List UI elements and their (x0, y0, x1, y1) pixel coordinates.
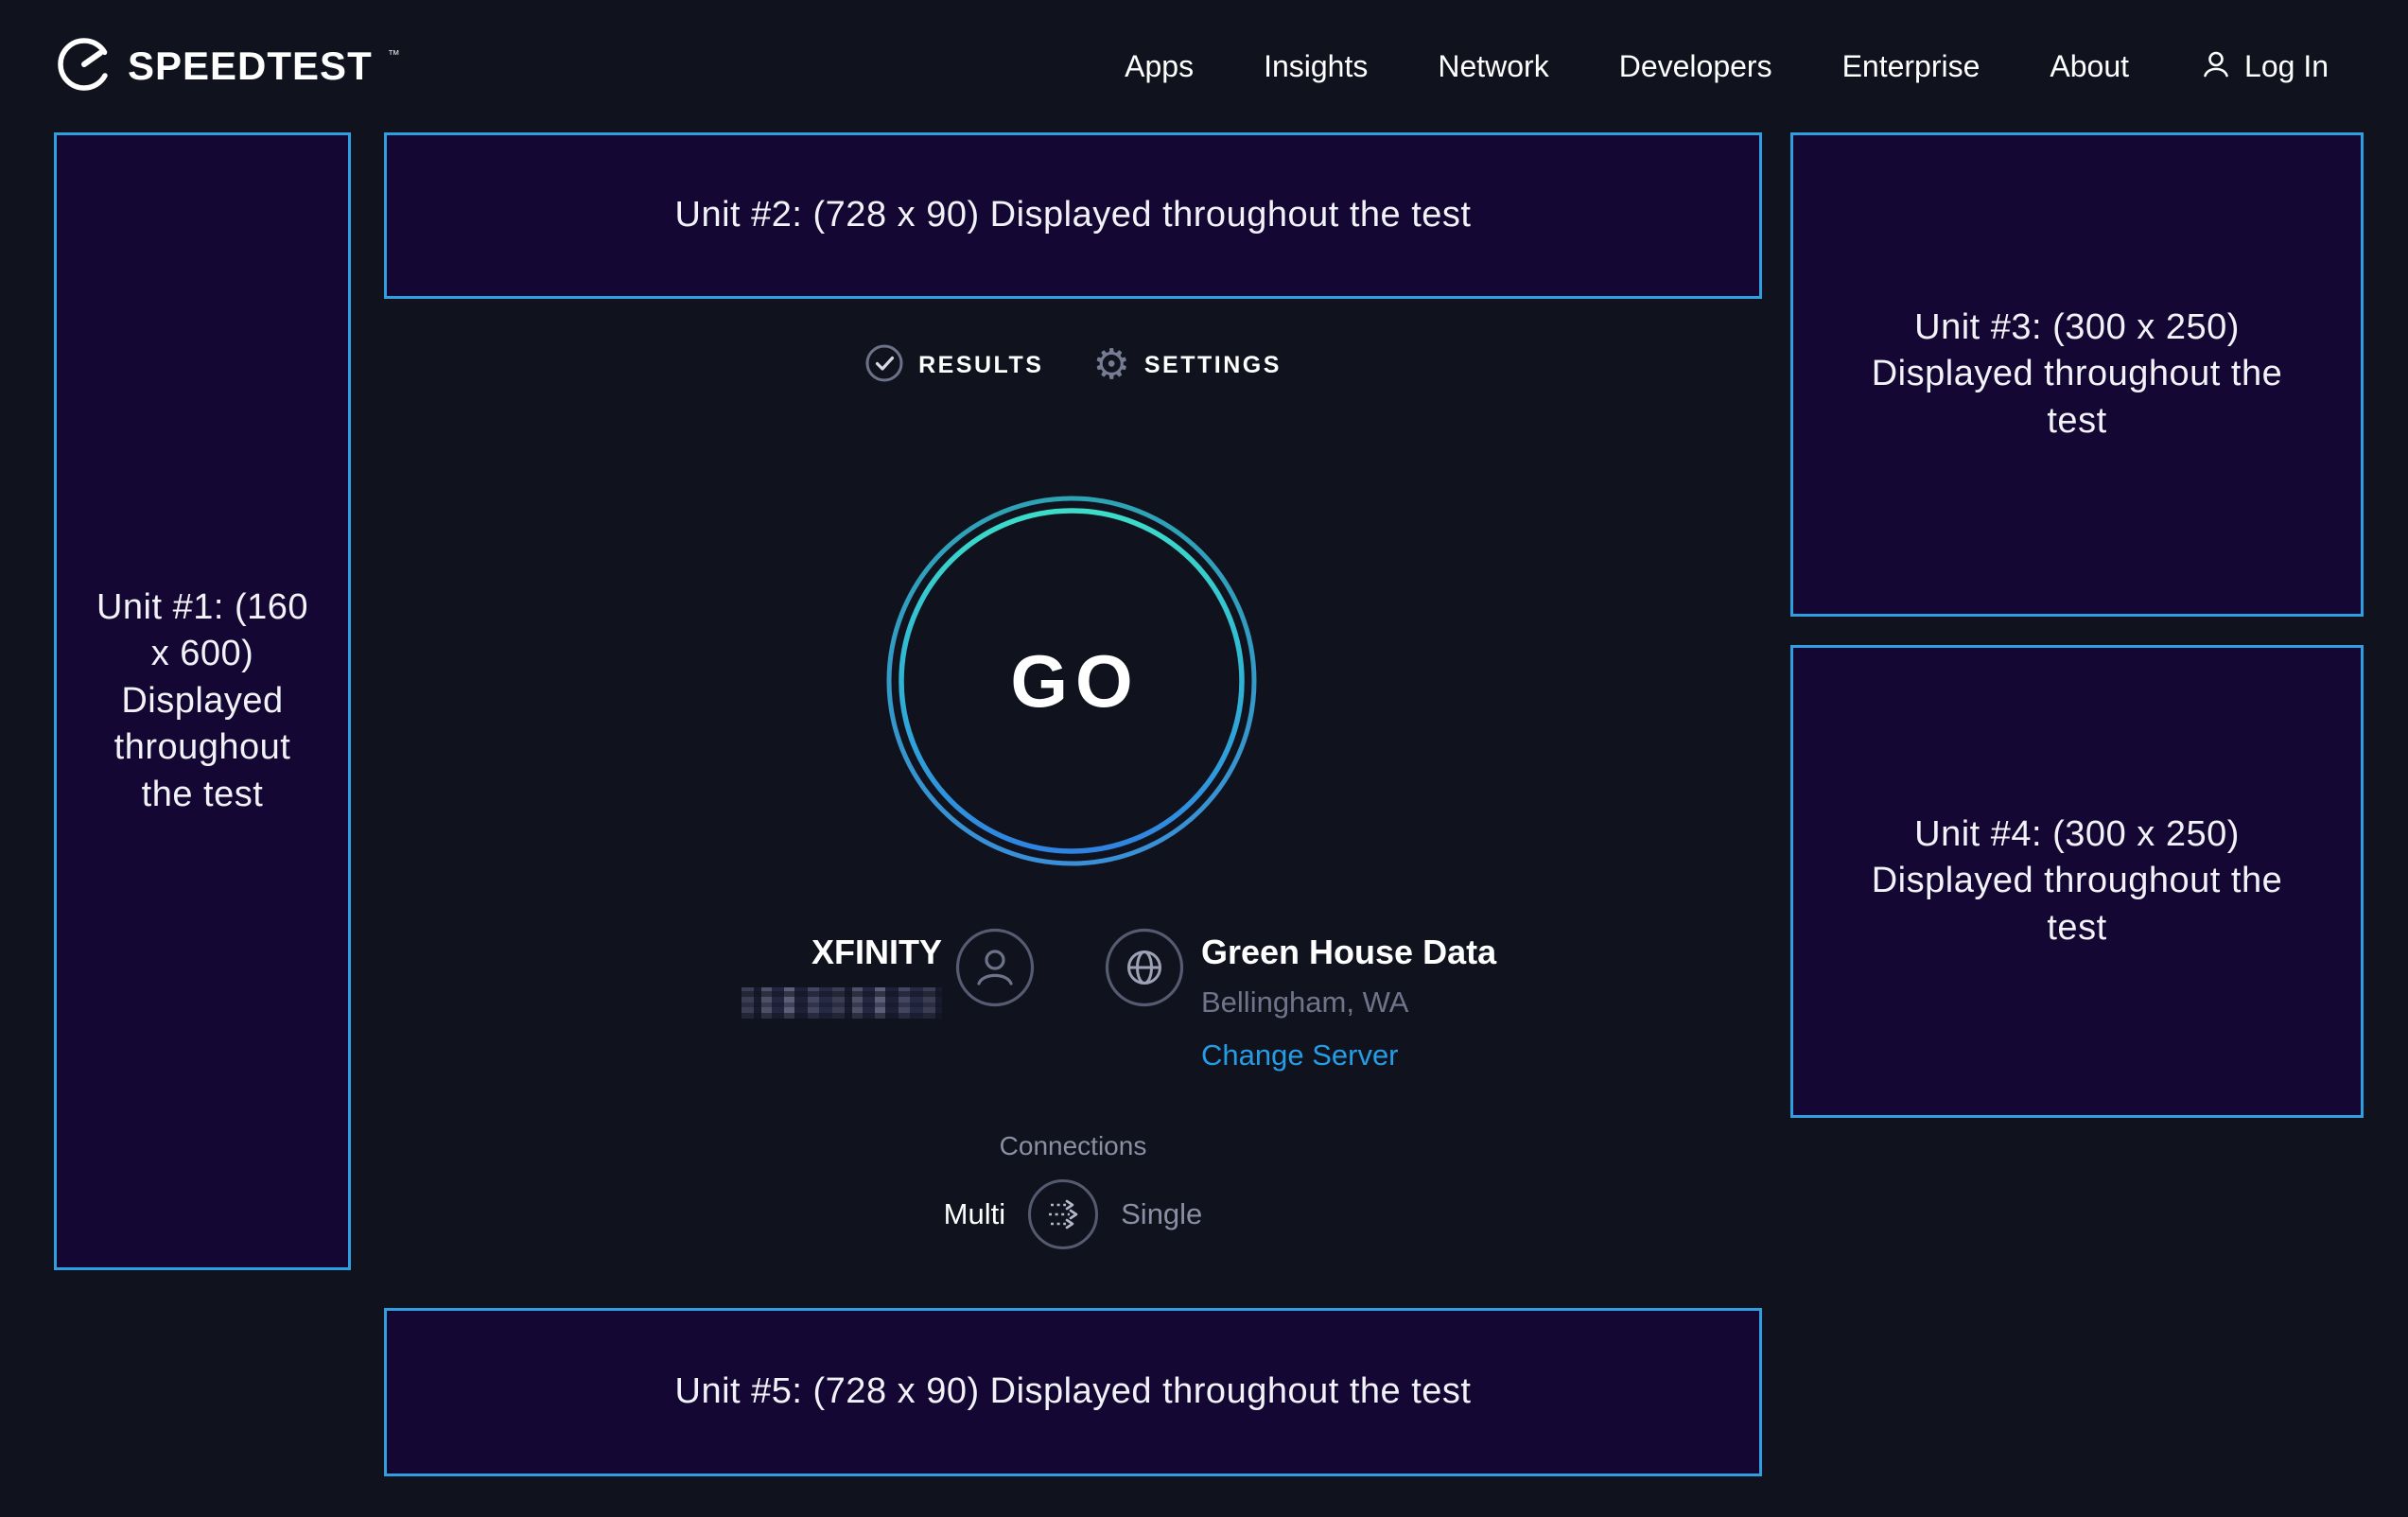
main-nav: Apps Insights Network Developers Enterpr… (1125, 47, 2329, 86)
speedometer-gauge-icon (54, 34, 114, 99)
go-ring-gradient (886, 496, 1257, 866)
ad-unit-5-text: Unit #5: (728 x 90) Displayed throughout… (674, 1371, 1472, 1412)
tab-results-label: RESULTS (918, 351, 1044, 378)
go-button-label: GO (1010, 638, 1141, 723)
ad-unit-4-rectangle: Unit #4: (300 x 250) Displayed throughou… (1790, 645, 2364, 1118)
nav-network[interactable]: Network (1438, 48, 1549, 83)
logo-trademark: ™ (387, 46, 400, 61)
connections-title: Connections (999, 1131, 1147, 1160)
multi-arrows-icon (1049, 1199, 1078, 1229)
tab-results[interactable]: RESULTS (864, 343, 1043, 388)
tabs-bar: RESULTS ⚙ SETTINGS (384, 339, 1762, 392)
nav-insights[interactable]: Insights (1264, 48, 1369, 83)
server-globe-circle-icon (1105, 928, 1184, 1007)
tab-settings[interactable]: ⚙ SETTINGS (1092, 344, 1281, 386)
gear-icon: ⚙ (1092, 341, 1130, 388)
login-button[interactable]: Log In (2199, 47, 2329, 86)
connections-multi-option[interactable]: Multi (943, 1197, 1006, 1230)
server-block: Green House Data Bellingham, WA Change S… (1201, 933, 1496, 1072)
go-button[interactable]: GO (886, 496, 1257, 866)
user-icon (2199, 47, 2233, 86)
tab-settings-label: SETTINGS (1143, 351, 1282, 378)
change-server-link[interactable]: Change Server (1201, 1038, 1399, 1072)
login-label: Log In (2244, 48, 2329, 83)
ad-unit-1-skyscraper: Unit #1: (160 x 600) Displayed throughou… (54, 132, 351, 1270)
isp-block: XFINITY (662, 933, 942, 1019)
connections-single-option[interactable]: Single (1121, 1197, 1203, 1230)
speedtest-logo[interactable]: SPEEDTEST ™ (54, 34, 400, 99)
ad-unit-3-rectangle: Unit #3: (300 x 250) Displayed throughou… (1790, 132, 2364, 617)
ad-unit-2-text: Unit #2: (728 x 90) Displayed throughout… (674, 195, 1472, 235)
ad-unit-2-leaderboard: Unit #2: (728 x 90) Displayed throughout… (384, 132, 1762, 299)
nav-developers[interactable]: Developers (1618, 48, 1772, 83)
logo-wordmark: SPEEDTEST (128, 44, 373, 88)
ad-unit-4-text: Unit #4: (300 x 250) Displayed throughou… (1871, 813, 2283, 948)
isp-name: XFINITY (811, 933, 942, 971)
ad-unit-5-leaderboard: Unit #5: (728 x 90) Displayed throughout… (384, 1308, 1762, 1476)
isp-ip-redacted-pixelated (742, 987, 942, 1019)
nav-about[interactable]: About (2050, 48, 2130, 83)
connections-toggle[interactable] (1028, 1179, 1099, 1249)
server-location: Bellingham, WA (1201, 985, 1409, 1019)
nav-enterprise[interactable]: Enterprise (1841, 48, 1980, 83)
isp-user-circle-icon (955, 928, 1035, 1007)
header: SPEEDTEST ™ Apps Insights Network Develo… (0, 0, 2408, 132)
nav-apps[interactable]: Apps (1125, 48, 1195, 83)
connections-row: Multi Single (384, 1177, 1762, 1252)
ad-unit-3-text: Unit #3: (300 x 250) Displayed throughou… (1871, 306, 2283, 441)
server-name: Green House Data (1201, 933, 1497, 971)
ad-unit-1-text: Unit #1: (160 x 600) Displayed throughou… (96, 587, 309, 814)
check-circle-icon (864, 343, 904, 388)
